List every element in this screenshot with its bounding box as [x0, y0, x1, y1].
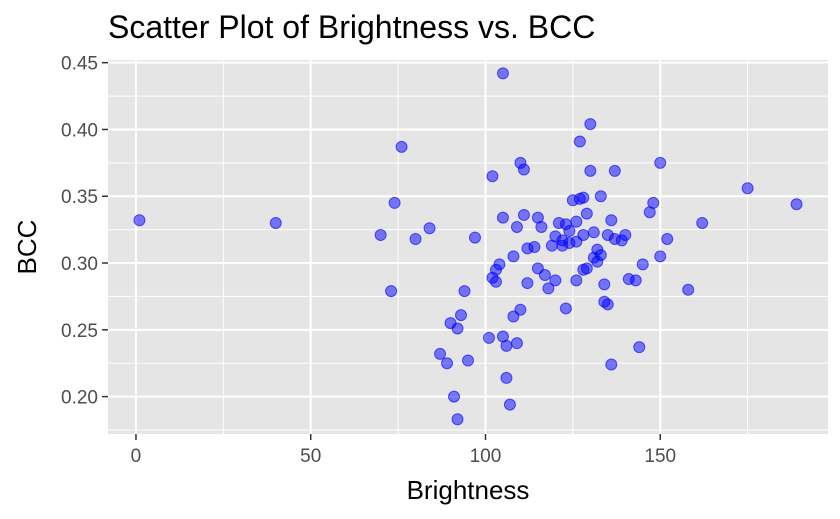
data-point — [601, 298, 614, 311]
data-point — [482, 331, 495, 344]
y-tick-label: 0.45 — [61, 54, 98, 75]
plot-panel — [108, 60, 828, 434]
data-point — [598, 278, 611, 291]
x-axis-ticks: 0 50 100 150 — [131, 434, 676, 467]
data-point — [563, 224, 576, 237]
y-tick-label: 0.25 — [61, 321, 98, 342]
data-point — [594, 249, 607, 262]
data-point — [489, 275, 502, 288]
x-tick-label: 100 — [470, 446, 502, 467]
data-point — [385, 285, 398, 298]
chart-title: Scatter Plot of Brightness vs. BCC — [108, 9, 595, 45]
data-point — [654, 250, 667, 263]
data-point — [619, 228, 632, 241]
data-point — [448, 390, 461, 403]
data-point — [542, 282, 555, 295]
data-point — [608, 164, 621, 177]
data-point — [503, 398, 516, 411]
data-point — [374, 228, 387, 241]
data-point — [584, 118, 597, 131]
data-point — [434, 347, 447, 360]
data-point — [654, 156, 667, 169]
data-point — [538, 269, 551, 282]
data-point — [500, 339, 513, 352]
data-point — [455, 309, 468, 322]
data-point — [661, 232, 674, 245]
data-point — [535, 220, 548, 233]
data-point — [647, 196, 660, 209]
data-point — [629, 274, 642, 287]
data-point — [493, 258, 506, 271]
data-point — [507, 250, 520, 263]
data-point — [441, 357, 454, 370]
data-point — [451, 322, 464, 335]
data-point — [605, 214, 618, 227]
data-point — [510, 337, 523, 350]
data-point — [573, 135, 586, 148]
data-point — [517, 163, 530, 176]
data-point — [458, 285, 471, 298]
data-point — [528, 241, 541, 253]
x-tick-label: 150 — [644, 446, 676, 467]
data-point — [409, 232, 422, 245]
data-point — [584, 164, 597, 177]
data-point — [269, 216, 282, 229]
y-tick-label: 0.30 — [61, 254, 98, 275]
data-point — [496, 211, 509, 224]
data-point — [423, 222, 436, 235]
data-point — [636, 258, 649, 271]
data-point — [741, 182, 754, 195]
data-points — [133, 67, 803, 426]
data-point — [580, 262, 593, 275]
data-point — [696, 216, 709, 229]
data-point — [682, 283, 695, 296]
y-tick-label: 0.20 — [61, 388, 98, 409]
data-point — [790, 198, 803, 211]
data-point — [514, 303, 527, 316]
data-point — [500, 371, 513, 384]
data-point — [496, 67, 509, 80]
data-point — [468, 231, 481, 244]
data-point — [521, 277, 534, 290]
data-point — [594, 190, 607, 203]
data-point — [580, 207, 593, 220]
data-point — [549, 274, 562, 287]
data-point — [577, 228, 590, 241]
data-point — [486, 170, 499, 183]
y-axis-ticks: 0.20 0.25 0.30 0.35 0.40 0.45 — [61, 54, 108, 409]
major-gridlines — [108, 60, 828, 434]
data-point — [133, 214, 146, 227]
x-axis-title: Brightness — [407, 475, 530, 505]
data-point — [462, 354, 474, 367]
data-point — [633, 341, 646, 354]
data-point — [451, 413, 464, 426]
data-point — [570, 215, 583, 228]
x-tick-label: 0 — [131, 446, 142, 467]
data-point — [395, 140, 408, 153]
y-tick-label: 0.35 — [61, 187, 98, 208]
data-point — [510, 220, 523, 233]
data-point — [517, 208, 530, 221]
x-tick-label: 50 — [300, 446, 321, 467]
data-point — [587, 226, 600, 239]
data-point — [570, 274, 583, 287]
data-point — [559, 302, 572, 315]
data-point — [605, 358, 618, 371]
data-point — [388, 196, 401, 209]
y-tick-label: 0.40 — [61, 120, 98, 141]
y-axis-title: BCC — [12, 220, 42, 275]
data-point — [577, 191, 590, 204]
